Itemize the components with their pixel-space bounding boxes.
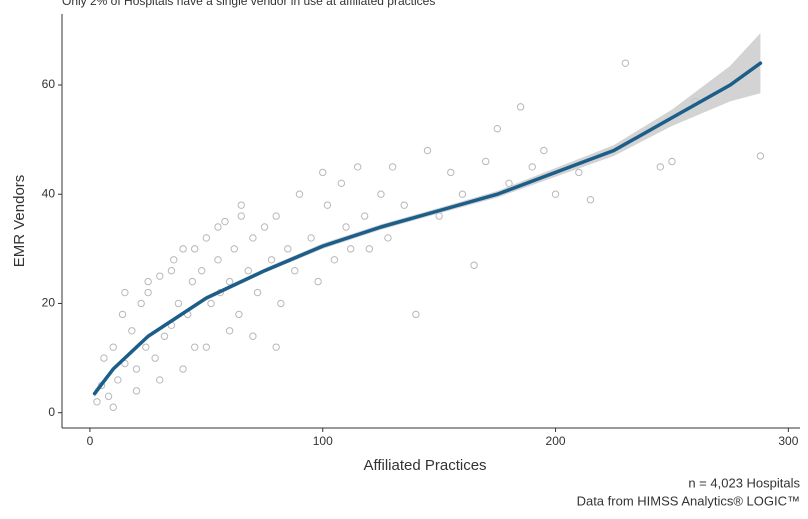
point — [551, 190, 560, 198]
point — [235, 310, 243, 319]
point — [237, 201, 245, 209]
x-tick-label: 200 — [546, 434, 566, 448]
point — [323, 201, 332, 209]
point — [202, 234, 211, 242]
point — [151, 354, 159, 362]
chart-subtitle: Only 2% of Hospitals have a single vendo… — [62, 0, 435, 8]
y-tick-label: 60 — [42, 77, 56, 91]
point — [237, 212, 245, 220]
point — [128, 327, 136, 335]
point — [179, 245, 187, 253]
y-tick-label: 0 — [48, 405, 55, 419]
point — [756, 152, 765, 160]
y-tick-label: 20 — [42, 296, 56, 310]
point — [144, 288, 152, 297]
point — [307, 234, 315, 242]
trend-line — [92, 61, 763, 396]
point — [249, 332, 257, 340]
point — [221, 217, 229, 226]
point — [447, 168, 455, 177]
point — [104, 392, 113, 401]
point — [377, 190, 385, 198]
x-tick-label: 100 — [313, 434, 333, 448]
point — [656, 163, 665, 171]
point — [132, 365, 141, 373]
point — [225, 327, 234, 335]
point — [458, 190, 467, 198]
point — [253, 288, 262, 297]
point — [118, 310, 127, 319]
point — [137, 299, 145, 308]
point — [388, 163, 397, 171]
y-tick-label: 40 — [42, 186, 56, 200]
x-tick-label: 300 — [778, 434, 798, 448]
point — [319, 168, 327, 177]
point — [412, 310, 420, 319]
point — [191, 343, 199, 351]
point — [170, 256, 178, 264]
point — [272, 343, 280, 351]
point — [121, 288, 129, 297]
caption: n = 4,023 Hospitals — [688, 475, 800, 490]
point — [330, 256, 339, 264]
point — [668, 157, 676, 166]
point — [540, 146, 548, 155]
point — [516, 103, 525, 111]
point — [179, 365, 187, 373]
point — [214, 223, 222, 231]
point — [346, 245, 355, 253]
point — [400, 201, 408, 209]
point — [295, 190, 304, 198]
point — [109, 403, 117, 411]
point — [100, 354, 108, 362]
point — [188, 277, 197, 286]
point — [586, 195, 595, 204]
point — [284, 245, 292, 253]
point — [132, 387, 141, 395]
point — [202, 343, 211, 351]
point — [144, 277, 152, 286]
point — [291, 267, 299, 275]
point — [470, 261, 478, 269]
point — [337, 179, 346, 188]
point — [142, 343, 150, 351]
point — [260, 223, 269, 231]
point — [365, 245, 374, 253]
caption: Data from HIMSS Analytics® LOGIC™ — [577, 493, 800, 508]
x-axis-label: Affiliated Practices — [363, 457, 486, 474]
point — [109, 343, 117, 351]
point — [225, 277, 234, 286]
point — [621, 59, 630, 67]
point — [156, 272, 164, 280]
point — [353, 163, 362, 171]
point — [575, 168, 583, 177]
point — [167, 267, 176, 275]
point — [93, 398, 101, 406]
point — [160, 332, 169, 340]
point — [267, 256, 276, 264]
point — [174, 299, 183, 308]
point — [249, 234, 257, 242]
point — [384, 234, 392, 242]
point — [423, 146, 432, 155]
point — [360, 212, 369, 220]
x-tick-label: 0 — [87, 434, 94, 448]
point — [314, 277, 322, 286]
point — [156, 376, 164, 384]
point — [482, 157, 490, 166]
point — [230, 245, 238, 253]
point — [207, 299, 215, 308]
point — [244, 267, 252, 275]
point — [272, 212, 280, 220]
point — [342, 223, 350, 231]
point — [493, 124, 502, 133]
point — [197, 267, 206, 275]
y-axis-label: EMR Vendors — [11, 175, 28, 268]
point — [214, 256, 222, 264]
point — [114, 376, 122, 384]
point — [528, 163, 536, 171]
point — [191, 245, 199, 253]
point — [277, 299, 285, 308]
